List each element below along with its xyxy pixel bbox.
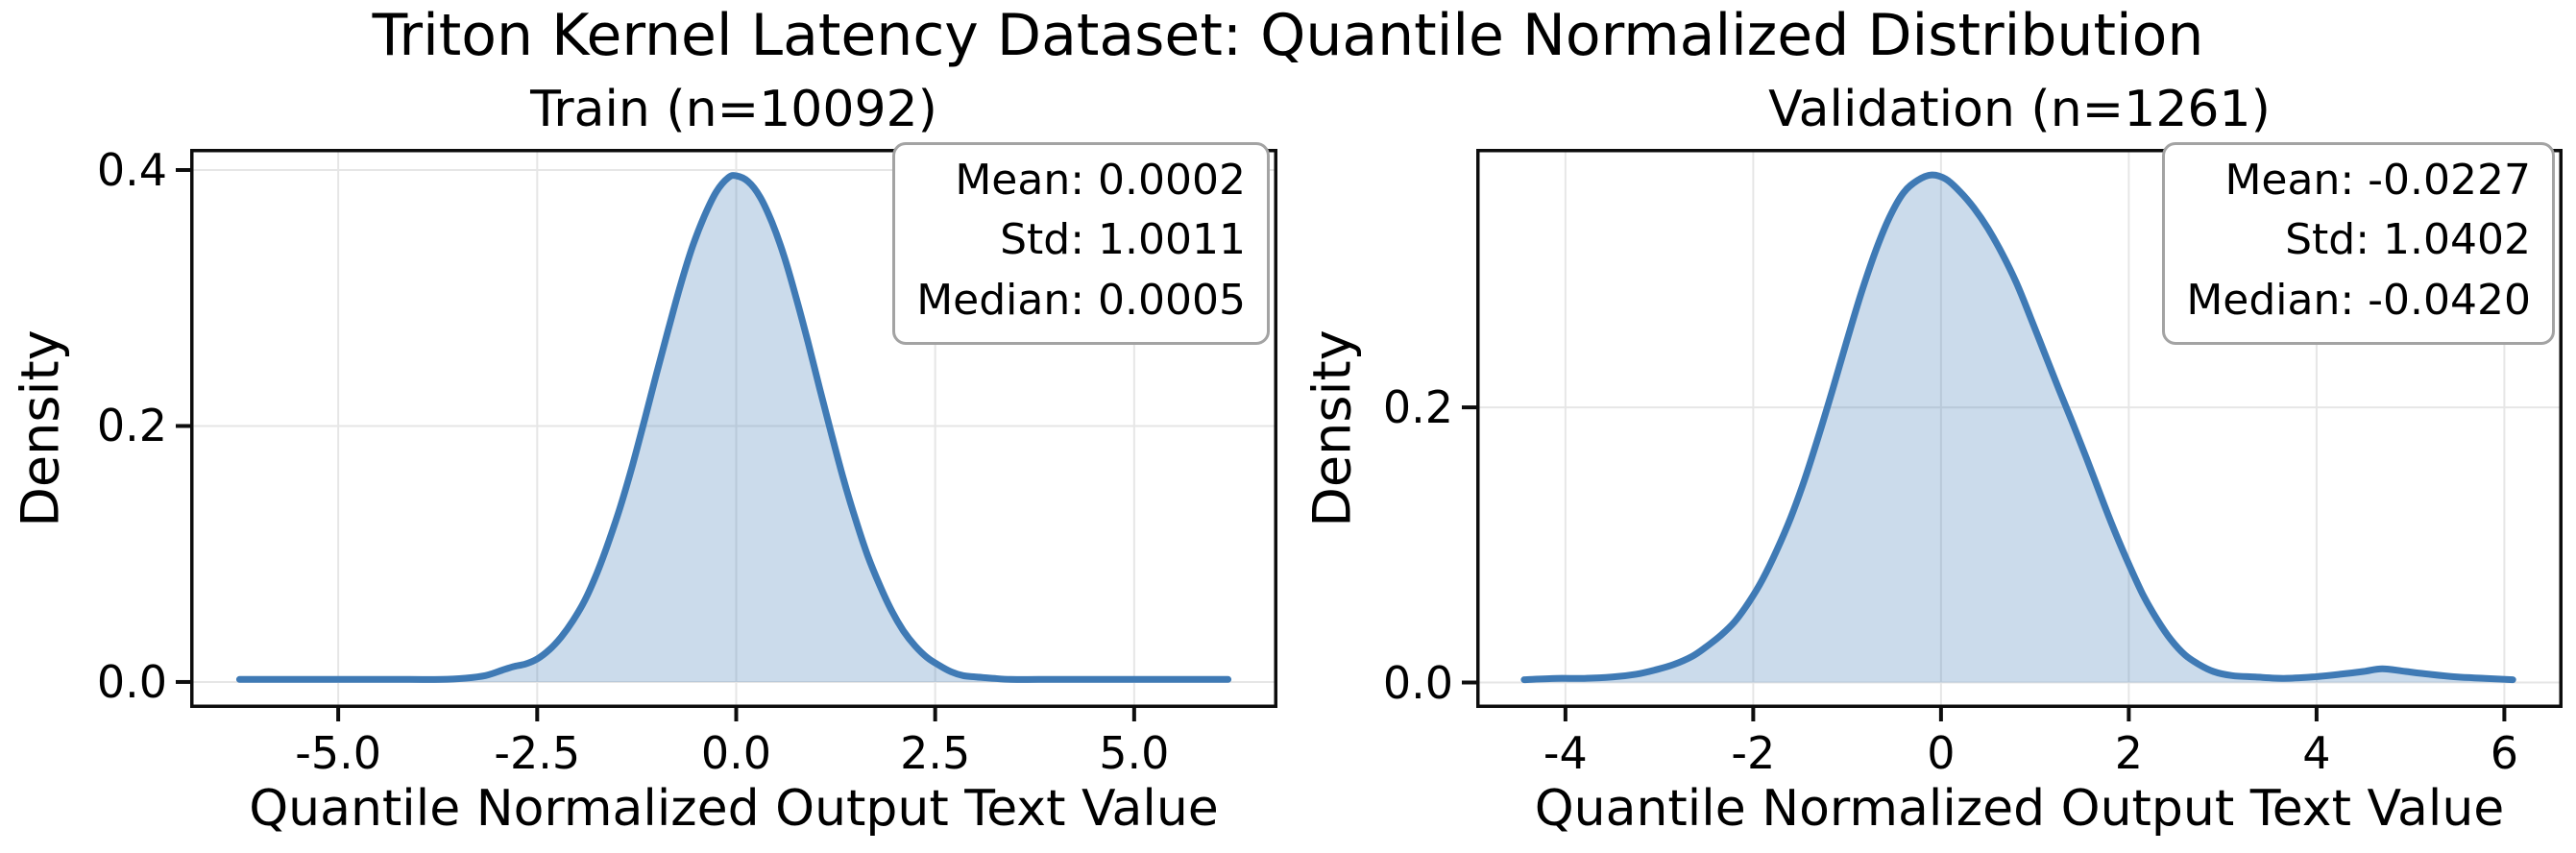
stats-box: Mean: -0.0227 Std: 1.0402 Median: -0.042… [2162,142,2555,346]
x-axis-label: Quantile Normalized Output Text Value [1534,780,2505,838]
axes-frame [1476,149,2563,708]
x-tick-label: -5.0 [295,727,382,779]
x-tick-label: 4 [2302,727,2331,779]
x-tick-label: 6 [2490,727,2519,779]
x-tick-label: -2.5 [494,727,581,779]
stats-line-mean: Mean: -0.0227 [2224,156,2531,205]
x-tick-label: -2 [1731,727,1776,779]
y-tick-label: 0.2 [1382,381,1453,434]
plot-area: Mean: 0.0002 Std: 1.0011 Median: 0.0005 [176,142,1277,721]
x-tick-label: 2.5 [900,727,971,779]
y-tick-label: 0.0 [1382,656,1453,709]
y-tick-label: 0.4 [96,143,167,196]
y-tick-label: 0.0 [96,655,167,708]
kde-area-fill [239,175,1228,682]
x-tick-label: 0.0 [700,727,772,779]
x-tick-label: 2 [2114,727,2144,779]
x-axis-label: Quantile Normalized Output Text Value [249,780,1219,838]
figure-title: Triton Kernel Latency Dataset: Quantile … [372,2,2204,69]
x-tick-label: -4 [1543,727,1588,779]
stats-line-median: Median: 0.0005 [916,275,1246,325]
kde-density-line [235,172,1232,683]
axes-frame [190,149,1277,708]
stats-line-std: Std: 1.0402 [2285,215,2531,265]
y-axis-label: Density [1301,329,1363,527]
x-tick-label: 0 [1927,727,1956,779]
plot-area: Mean: -0.0227 Std: 1.0402 Median: -0.042… [1462,142,2563,721]
kde-plot-canvas [176,149,1277,721]
y-tick-label: 0.2 [96,400,167,452]
kde-area-fill [1523,175,2514,683]
x-tick-label: 5.0 [1099,727,1170,779]
subplot-title: Train (n=10092) [530,81,937,138]
stats-line-std: Std: 1.0011 [1000,215,1246,265]
stats-box: Mean: 0.0002 Std: 1.0011 Median: 0.0005 [892,142,1270,346]
stats-line-mean: Mean: 0.0002 [955,156,1246,205]
kde-density-line [1520,171,2516,684]
stats-line-median: Median: -0.0420 [2186,275,2531,325]
subplot-title: Validation (n=1261) [1768,81,2271,138]
